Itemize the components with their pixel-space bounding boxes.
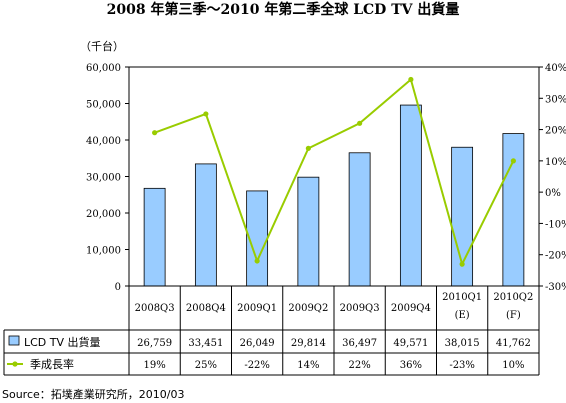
y-tick-label: 0 bbox=[115, 282, 121, 293]
category-note: (E) bbox=[455, 310, 470, 321]
growth-point-2009Q2 bbox=[305, 145, 311, 151]
y2-tick-label: -30% bbox=[545, 282, 566, 293]
growth-point-2009Q1 bbox=[254, 258, 260, 264]
y2-tick-label: 30% bbox=[545, 94, 566, 105]
legend-label-bar: LCD TV 出貨量 bbox=[24, 335, 101, 349]
y-tick-label: 20,000 bbox=[86, 209, 121, 220]
growth-value-cell: 36% bbox=[400, 360, 422, 371]
source-note: Source：拓墣產業研究所，2010/03 bbox=[2, 387, 184, 401]
y-tick-label: 30,000 bbox=[86, 173, 121, 184]
growth-line bbox=[154, 77, 515, 267]
legend-key-point bbox=[12, 361, 18, 367]
plot-area: 60,000 50,000 40,000 30,000 20,000 10,000 0 40%… bbox=[86, 63, 566, 293]
bar-value-cell: 26,759 bbox=[137, 338, 172, 349]
y-tick-label: 60,000 bbox=[86, 63, 121, 74]
legend-label-line: 季成長率 bbox=[30, 357, 74, 371]
growth-value-cell: -23% bbox=[449, 360, 475, 371]
chart-title: 2008 年第三季～2010 年第二季全球 LCD TV 出貨量 bbox=[107, 1, 460, 18]
growth-value-cell: 25% bbox=[195, 360, 217, 371]
growth-point-2008Q3 bbox=[152, 130, 158, 136]
category-label: 2009Q1 bbox=[237, 303, 277, 314]
y-tick-label: 50,000 bbox=[86, 100, 121, 111]
bar-2009Q3 bbox=[348, 152, 371, 287]
bar-value-cell: 33,451 bbox=[188, 338, 223, 349]
bar-value-cell: 41,762 bbox=[496, 338, 531, 349]
category-label: 2009Q3 bbox=[340, 303, 380, 314]
bar-2008Q3 bbox=[143, 187, 166, 287]
y2-tick-label: 10% bbox=[545, 157, 566, 168]
legend-key-bar bbox=[8, 335, 20, 346]
data-table: 2008Q3 26,759 19% 2008Q4 33,451 25% 2009Q1 26,0… bbox=[3, 285, 540, 376]
bar-2009Q2 bbox=[297, 176, 320, 287]
category-label: 2009Q4 bbox=[391, 303, 431, 314]
bar-value-cell: 29,814 bbox=[291, 338, 326, 349]
category-label: 2010Q1 bbox=[442, 292, 482, 303]
growth-point-2010Q2 bbox=[510, 158, 516, 164]
y2-tick-label: -20% bbox=[545, 251, 566, 262]
bar-value-cell: 49,571 bbox=[393, 338, 428, 349]
y-tick-label: 10,000 bbox=[86, 246, 121, 257]
growth-point-2009Q3 bbox=[357, 120, 363, 126]
y2-tick-label: 20% bbox=[545, 126, 566, 137]
growth-point-2008Q4 bbox=[203, 111, 209, 117]
growth-value-cell: -22% bbox=[244, 360, 270, 371]
growth-point-2009Q4 bbox=[408, 76, 414, 83]
category-label: 2008Q4 bbox=[186, 303, 226, 314]
category-label: 2010Q2 bbox=[493, 292, 533, 303]
bar-2009Q4 bbox=[399, 104, 422, 287]
growth-value-cell: 14% bbox=[297, 360, 319, 371]
bar-value-cell: 36,497 bbox=[342, 338, 377, 349]
growth-value-cell: 19% bbox=[144, 360, 166, 371]
growth-point-2010Q1 bbox=[459, 261, 465, 267]
y2-tick-label: 40% bbox=[545, 63, 566, 74]
bar-value-cell: 38,015 bbox=[445, 338, 480, 349]
bar-2010Q2 bbox=[502, 133, 525, 287]
category-label: 2009Q2 bbox=[288, 303, 328, 314]
y2-tick-label: -10% bbox=[545, 219, 566, 230]
y2-tick-label: 0% bbox=[545, 188, 561, 199]
unit-label: （千台） bbox=[80, 39, 124, 53]
growth-value-cell: 22% bbox=[349, 360, 371, 371]
bar-2008Q4 bbox=[194, 163, 217, 287]
category-note: (F) bbox=[506, 310, 521, 321]
bar-value-cell: 26,049 bbox=[240, 338, 275, 349]
growth-value-cell: 10% bbox=[502, 360, 524, 371]
y-tick-label: 40,000 bbox=[86, 136, 121, 147]
category-label: 2008Q3 bbox=[135, 303, 175, 314]
